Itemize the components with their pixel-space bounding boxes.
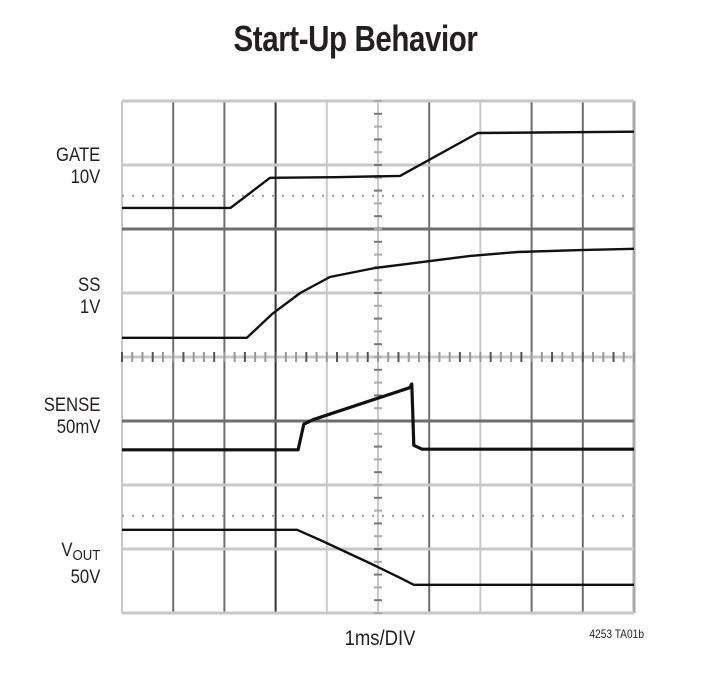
chart-title: Start-Up Behavior [233, 18, 478, 59]
channel-name: GATE [55, 145, 100, 166]
trace-ss [122, 247, 635, 339]
channel-scale: 1V [79, 297, 100, 318]
channel-label-ss: SS 1V [78, 275, 100, 319]
traces [122, 130, 635, 586]
channel-name: SS [77, 275, 100, 296]
channel-scale: 50V [70, 567, 100, 588]
channel-label-sense: SENSE 50mV [43, 395, 100, 439]
channel-label-gate: GATE 10V [56, 145, 100, 189]
graticule [121, 99, 636, 615]
channel-name: SENSE [43, 395, 100, 416]
channel-scale: 10V [70, 167, 100, 188]
figure-id: 4253 TA01b [589, 627, 644, 641]
trace-gate [122, 130, 635, 210]
channel-name: VOUT [60, 540, 100, 564]
channel-label-vout: VOUT 50V [61, 540, 100, 589]
trace-sense [122, 382, 634, 452]
trace-vout [122, 528, 634, 586]
x-axis-label: 1ms/DIV [344, 627, 416, 650]
channel-scale: 50mV [56, 417, 100, 438]
